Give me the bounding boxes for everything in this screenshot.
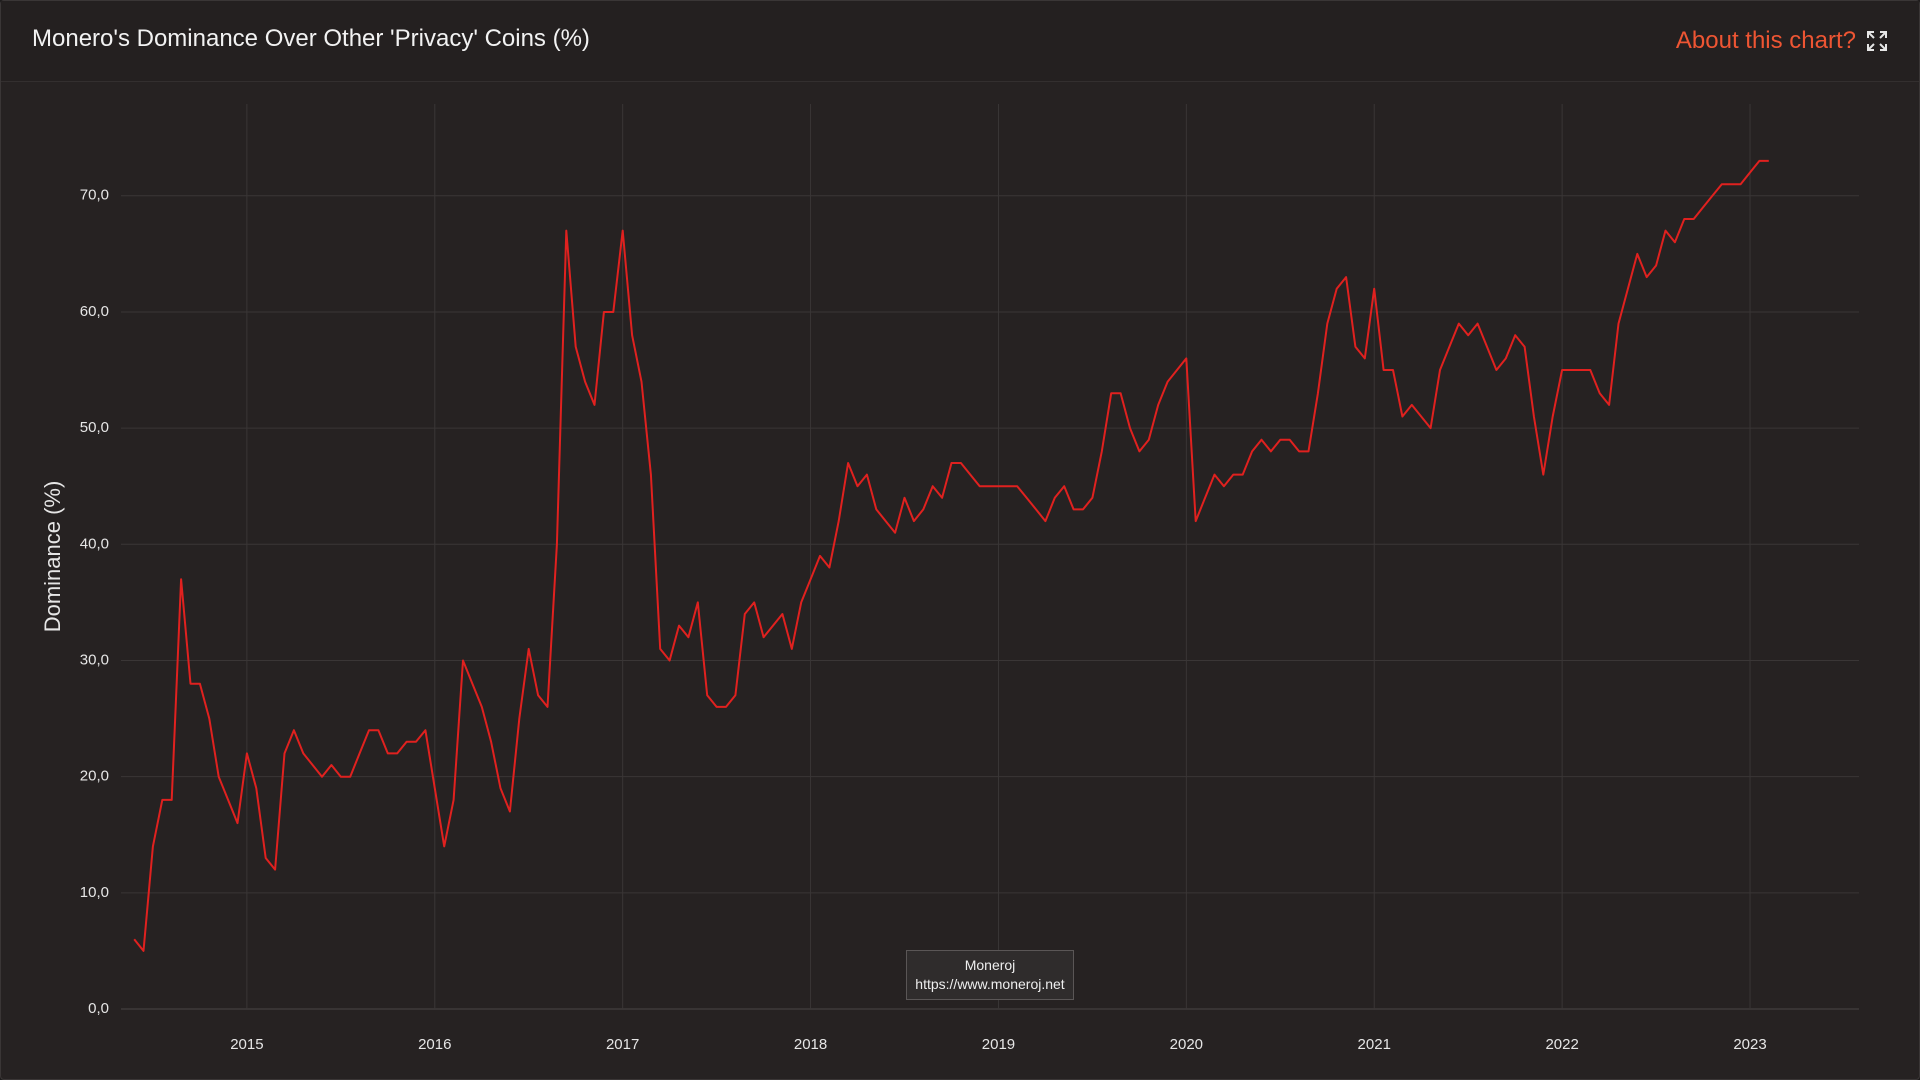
x-tick-label: 2020	[1170, 1036, 1203, 1053]
x-tick-label: 2017	[606, 1036, 639, 1053]
data-line	[133, 159, 1769, 952]
x-tick-label: 2023	[1733, 1036, 1766, 1053]
expand-icon[interactable]	[1867, 31, 1887, 51]
y-tick-label: 40,0	[80, 535, 109, 552]
y-tick-label: 50,0	[80, 419, 109, 436]
y-tick-label: 70,0	[80, 187, 109, 204]
watermark: Moneroj https://www.moneroj.net	[906, 950, 1074, 1000]
watermark-url: https://www.moneroj.net	[915, 976, 1065, 992]
y-tick-label: 60,0	[80, 303, 109, 320]
x-tick-label: 2015	[230, 1036, 263, 1053]
y-tick-label: 20,0	[80, 768, 109, 785]
plot: 0,0 10,0 20,0 30,0 40,0 50,0 60,0 70,0 2015 2016 2…	[40, 104, 1859, 1053]
x-tick-label: 2021	[1358, 1036, 1391, 1053]
x-tick-label: 2019	[982, 1036, 1015, 1053]
y-axis-label: Dominance (%)	[40, 481, 65, 633]
chart-title: Monero's Dominance Over Other 'Privacy' …	[32, 25, 590, 52]
watermark-name: Moneroj	[964, 957, 1016, 973]
y-tick-label: 10,0	[80, 884, 109, 901]
about-link[interactable]: About this chart?	[1675, 27, 1856, 54]
x-tick-label: 2016	[418, 1036, 451, 1053]
x-tick-label: 2022	[1545, 1036, 1578, 1053]
x-tick-label: 2018	[794, 1036, 827, 1053]
y-tick-label: 0,0	[88, 1000, 109, 1017]
y-tick-label: 30,0	[80, 651, 109, 668]
header: Monero's Dominance Over Other 'Privacy' …	[1, 1, 1919, 82]
